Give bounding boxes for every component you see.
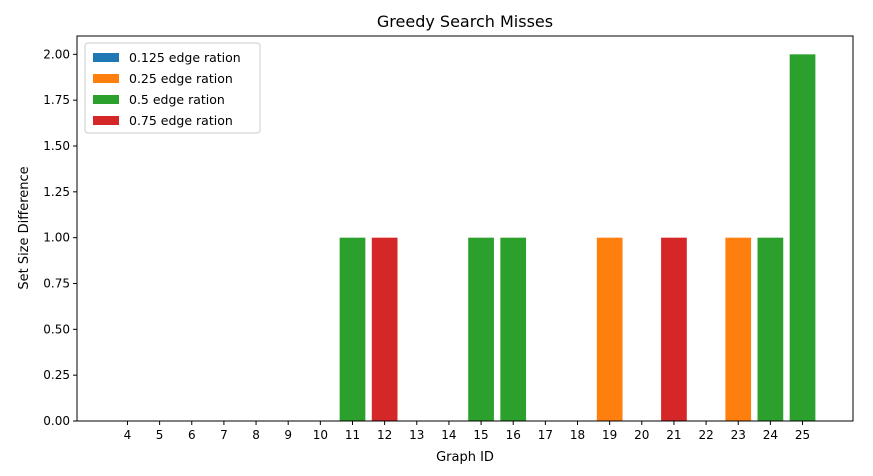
y-axis-label: Set Size Difference (17, 166, 32, 289)
legend-entry: 0.5 edge ration (129, 92, 225, 107)
x-tick-label: 4 (124, 428, 132, 442)
legend: 0.125 edge ration 0.25 edge ration 0.5 edg… (84, 42, 261, 134)
x-tick-label: 22 (698, 428, 713, 442)
bar-16-series-2 (500, 237, 527, 421)
bar-21-series-3 (661, 237, 687, 421)
y-tick-label: 1.50 (43, 139, 70, 153)
y-tick-label: 0.50 (43, 322, 70, 336)
x-tick-label: 24 (763, 428, 778, 442)
x-axis-label: Graph ID (436, 450, 494, 465)
x-tick-label: 12 (377, 428, 392, 442)
legend-entry: 0.125 edge ration (129, 50, 241, 65)
y-tick-label: 0.00 (43, 414, 70, 428)
y-tick-label: 0.75 (43, 277, 70, 291)
x-tick-label: 10 (313, 428, 328, 442)
x-tick-label: 17 (538, 428, 553, 442)
x-tick-label: 7 (220, 428, 228, 442)
chart-title: Greedy Search Misses (377, 12, 553, 31)
x-tick-label: 11 (345, 428, 360, 442)
x-tick-label: 25 (795, 428, 810, 442)
bar-19-series-1 (596, 237, 623, 421)
legend-box (84, 42, 261, 134)
y-tick-label: 1.25 (43, 185, 70, 199)
legend-entry: 0.25 edge ration (129, 71, 233, 86)
x-tick-label: 18 (570, 428, 585, 442)
x-tick-label: 15 (473, 428, 488, 442)
y-tick-label: 1.75 (43, 93, 70, 107)
x-tick-label: 5 (156, 428, 164, 442)
legend-entry: 0.75 edge ration (129, 113, 233, 128)
axes-frame (76, 35, 854, 422)
bar-11-series-2 (339, 237, 366, 421)
x-tick-label: 14 (441, 428, 456, 442)
x-tick-label: 21 (666, 428, 681, 442)
y-tick-label: 0.25 (43, 368, 70, 382)
x-tick-label: 23 (731, 428, 746, 442)
x-tick-label: 20 (634, 428, 649, 442)
y-tick-label: 1.00 (43, 231, 70, 245)
x-tick-label: 13 (409, 428, 424, 442)
legend-swatch (93, 116, 119, 125)
bar-24-series-2 (757, 237, 784, 421)
legend-swatch (93, 95, 119, 104)
plot-area: 0.00 0.25 0.50 0.75 1.00 1.25 1.50 1.75 2.00 4 5 6 7… (43, 35, 854, 442)
x-tick-label: 8 (252, 428, 260, 442)
bar-23-series-1 (725, 237, 752, 421)
legend-swatch (93, 53, 119, 62)
bar-15-series-2 (468, 237, 494, 421)
x-tick-label: 9 (284, 428, 292, 442)
bar-12-series-3 (371, 237, 398, 421)
x-tick-label: 6 (188, 428, 196, 442)
y-tick-label: 2.00 (43, 47, 70, 61)
legend-swatch (93, 74, 119, 83)
bar-25-series-2 (789, 54, 816, 421)
x-tick-label: 19 (602, 428, 617, 442)
x-tick-label: 16 (506, 428, 521, 442)
